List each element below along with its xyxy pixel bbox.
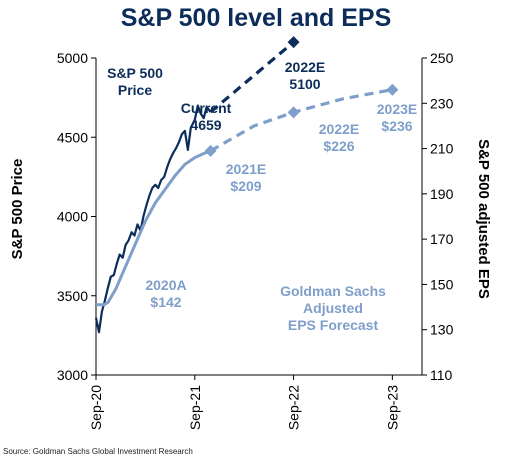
- chart-title: S&P 500 level and EPS: [120, 4, 392, 32]
- x-tick-label: Sep-23: [384, 385, 400, 430]
- x-tick-label: Sep-21: [187, 385, 203, 430]
- y-right-tick-label: 170: [430, 231, 454, 247]
- y-right-tick-label: 210: [430, 141, 454, 157]
- forecast-label: EPS Forecast: [288, 317, 379, 333]
- y-left-tick-label: 5000: [57, 50, 88, 66]
- eps-forecast-line: [209, 88, 393, 153]
- eps-2022e-label: $226: [323, 138, 354, 154]
- y-right-tick-label: 150: [430, 276, 454, 292]
- eps-2020a-label: $142: [150, 294, 181, 310]
- price-series-label: Price: [118, 82, 152, 98]
- y-left-tick-label: 3500: [57, 288, 88, 304]
- eps-2021e-label: $209: [230, 178, 261, 194]
- forecast-label: Adjusted: [303, 300, 363, 316]
- marker-diamond: [386, 83, 399, 96]
- eps-2021e-label: 2021E: [226, 161, 266, 177]
- y-left-tick-label: 4000: [57, 209, 88, 225]
- y-left-tick-label: 3000: [57, 367, 88, 383]
- marker-diamond: [204, 144, 217, 157]
- current-label: 4659: [190, 117, 221, 133]
- axes: 3000 3500 4000 4500 5000 110 130 150 170 190 210 23…: [57, 50, 454, 430]
- y-right-tick-label: 190: [430, 186, 454, 202]
- marker-diamond: [287, 106, 300, 119]
- eps-2020a-label: 2020A: [145, 277, 186, 293]
- price-line: [94, 104, 212, 334]
- y-right-tick-label: 250: [430, 50, 454, 66]
- eps-2022e-label: 2022E: [319, 121, 359, 137]
- y-right-tick-label: 130: [430, 322, 454, 338]
- current-label: Current: [181, 100, 232, 116]
- eps-2023e-label: $236: [381, 118, 412, 134]
- y-right-tick-label: 110: [430, 367, 453, 383]
- y-right-tick-label: 230: [430, 95, 454, 111]
- markers-group: [204, 36, 399, 157]
- x-tick-label: Sep-20: [88, 385, 104, 430]
- forecast-label: Goldman Sachs: [280, 283, 386, 299]
- price-2022e-label: 2022E: [285, 59, 325, 75]
- eps-2023e-label: 2023E: [377, 101, 417, 117]
- x-tick-label: Sep-22: [286, 385, 302, 430]
- y-axis-right-label: S&P 500 adjusted EPS: [475, 139, 492, 299]
- annotations-group: S&P 500PriceCurrent46592022E51002020A$14…: [107, 59, 417, 333]
- y-left-tick-label: 4500: [57, 129, 88, 145]
- price-2022e-label: 5100: [289, 76, 320, 92]
- y-axis-left-label: S&P 500 Price: [9, 159, 26, 260]
- price-forecast-line: [209, 40, 295, 114]
- price-series-label: S&P 500: [107, 65, 163, 81]
- eps-line: [96, 149, 212, 307]
- source-note: Source: Goldman Sachs Global Investment …: [3, 447, 193, 456]
- marker-diamond: [287, 36, 300, 49]
